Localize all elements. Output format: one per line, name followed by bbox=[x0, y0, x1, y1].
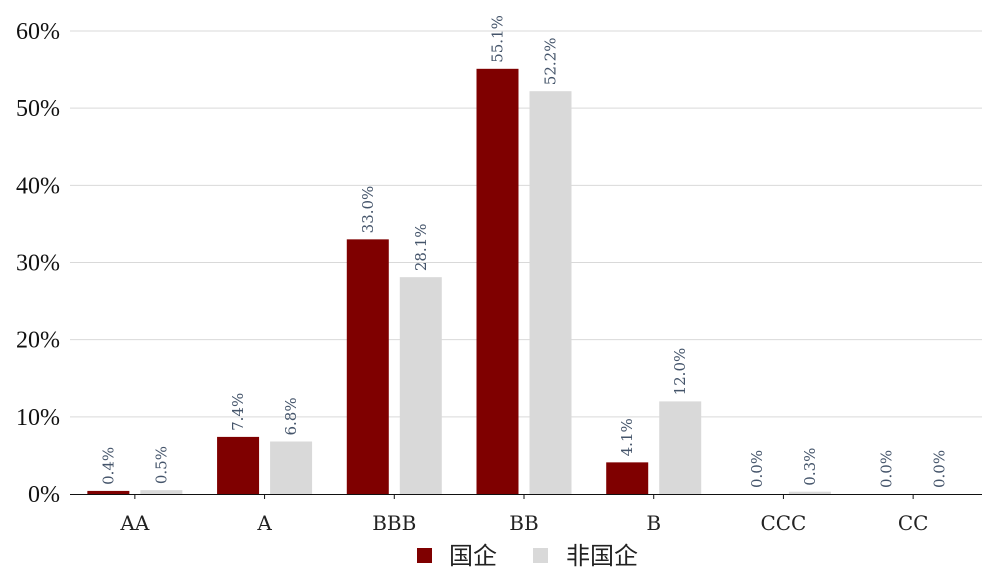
bar bbox=[606, 462, 649, 494]
value-labels: 0.4% 0.5% 7.4% 6.8% 33.0% 28.1% 55.1% 52.2% 4.1%… bbox=[99, 15, 948, 488]
x-tick-label: BB bbox=[509, 511, 538, 535]
x-tick-label: B bbox=[646, 511, 661, 535]
data-label: 52.2% bbox=[542, 38, 560, 86]
data-label: 33.0% bbox=[359, 186, 377, 234]
legend-swatch bbox=[533, 548, 548, 563]
bar bbox=[87, 490, 130, 494]
data-label: 0.3% bbox=[801, 448, 819, 486]
legend-swatch bbox=[417, 548, 432, 563]
bars bbox=[87, 68, 831, 494]
bar bbox=[346, 239, 389, 494]
data-label: 7.4% bbox=[229, 393, 247, 431]
y-tick-label: 50% bbox=[16, 96, 60, 122]
grid-lines bbox=[70, 30, 982, 418]
data-label: 0.0% bbox=[878, 450, 896, 488]
data-label: 0.0% bbox=[931, 450, 949, 488]
x-axis-ticks: AA A BBB BB B CCC CC bbox=[119, 494, 928, 535]
legend-label: 非国企 bbox=[566, 542, 638, 570]
y-tick-label: 40% bbox=[16, 173, 60, 199]
bar bbox=[788, 491, 831, 494]
data-label: 0.5% bbox=[152, 446, 170, 484]
y-tick-label: 20% bbox=[16, 328, 60, 354]
data-label: 6.8% bbox=[282, 397, 300, 435]
bar bbox=[140, 490, 183, 494]
y-tick-label: 0% bbox=[28, 482, 60, 508]
x-tick-label: CC bbox=[898, 511, 929, 535]
data-label: 55.1% bbox=[489, 15, 507, 63]
bar bbox=[529, 91, 572, 494]
data-label: 4.1% bbox=[618, 418, 636, 456]
legend-label: 国企 bbox=[449, 542, 497, 570]
legend: 国企 非国企 bbox=[417, 542, 638, 570]
y-tick-label: 30% bbox=[16, 251, 60, 277]
y-tick-label: 60% bbox=[16, 19, 60, 45]
x-tick-label: AA bbox=[119, 511, 149, 535]
bar bbox=[270, 441, 313, 494]
data-label: 28.1% bbox=[412, 224, 430, 272]
bar bbox=[659, 401, 702, 494]
y-tick-label: 10% bbox=[16, 405, 60, 431]
x-tick-label: BBB bbox=[372, 511, 416, 535]
bar bbox=[476, 68, 519, 494]
data-label: 12.0% bbox=[671, 348, 689, 396]
y-axis-ticks: 0% 10% 20% 30% 40% 50% 60% bbox=[16, 19, 60, 508]
x-tick-label: A bbox=[256, 511, 272, 535]
x-tick-label: CCC bbox=[760, 511, 806, 535]
data-label: 0.0% bbox=[748, 450, 766, 488]
bar bbox=[399, 277, 442, 494]
data-label: 0.4% bbox=[99, 447, 117, 485]
bar bbox=[217, 436, 260, 494]
